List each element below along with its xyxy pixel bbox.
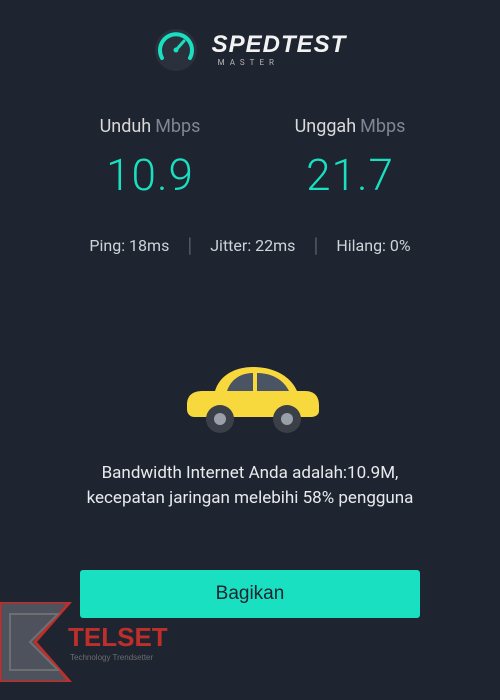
latency-stats: Ping: 18ms | Jitter: 22ms | Hilang: 0% [24, 235, 476, 255]
download-value: 10.9 [50, 149, 250, 201]
download-label: UnduhMbps [50, 116, 250, 137]
speedtest-result-screen: SPEDTEST MASTER UnduhMbps 10.9 UnggahMbp… [0, 0, 500, 700]
bandwidth-message: Bandwidth Internet Anda adalah:10.9M, ke… [57, 461, 444, 510]
brand-text: SPEDTEST MASTER [212, 33, 347, 67]
download-column: UnduhMbps 10.9 [50, 116, 250, 201]
bandwidth-line2: kecepatan jaringan melebihi 58% pengguna [87, 486, 414, 511]
brand-header: SPEDTEST MASTER [154, 28, 347, 72]
brand-subtitle: MASTER [218, 59, 279, 67]
speed-results: UnduhMbps 10.9 UnggahMbps 21.7 [24, 116, 476, 201]
upload-label: UnggahMbps [250, 116, 450, 137]
upload-column: UnggahMbps 21.7 [250, 116, 450, 201]
jitter-stat: Jitter: 22ms [192, 236, 313, 255]
brand-title: SPEDTEST [212, 33, 347, 57]
car-icon [175, 347, 325, 437]
ping-stat: Ping: 18ms [71, 236, 187, 255]
bandwidth-line1: Bandwidth Internet Anda adalah:10.9M, [87, 461, 414, 486]
share-button[interactable]: Bagikan [80, 570, 420, 618]
loss-stat: Hilang: 0% [318, 236, 428, 255]
upload-value: 21.7 [250, 149, 450, 201]
car-illustration [175, 347, 325, 437]
speedometer-icon [154, 28, 198, 72]
